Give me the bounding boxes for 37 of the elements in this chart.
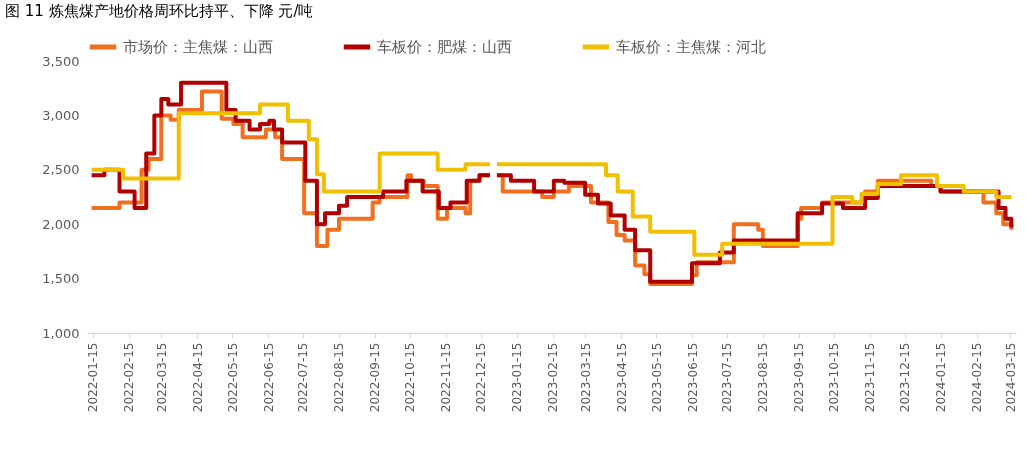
x-tick-label: 2023-05-15 [649, 342, 664, 413]
y-tick-label: 1,500 [42, 271, 80, 287]
legend-label: 市场价：主焦煤：山西 [123, 38, 273, 56]
x-tick-label: 2022-10-15 [403, 342, 418, 413]
x-tick-label: 2022-01-15 [86, 342, 101, 413]
x-tick-label: 2024-01-15 [934, 342, 949, 413]
y-tick-label: 1,000 [42, 325, 80, 341]
y-tick-label: 2,500 [42, 162, 80, 178]
legend-label: 车板价：主焦煤：河北 [616, 38, 766, 56]
x-tick-label: 2024-03-15 [1003, 342, 1018, 413]
x-tick-label: 2023-06-15 [685, 342, 700, 413]
x-tick-label: 2022-04-15 [190, 342, 205, 413]
x-tick-label: 2022-08-15 [332, 342, 347, 413]
x-tick-label: 2023-10-15 [827, 342, 842, 413]
x-tick-label: 2022-05-15 [225, 342, 240, 413]
x-tick-label: 2023-07-15 [720, 342, 735, 413]
chart-title: 图 11 炼焦煤产地价格周环比持平、下降 元/吨 [5, 2, 314, 20]
x-tick-label: 2023-09-15 [792, 342, 807, 413]
x-tick-label: 2022-09-15 [368, 342, 383, 413]
x-tick-label: 2024-02-15 [970, 342, 985, 413]
legend-label: 车板价：肥煤：山西 [377, 38, 512, 56]
y-tick-label: 3,500 [42, 53, 80, 69]
x-tick-label: 2022-02-15 [122, 342, 137, 413]
x-tick-label: 2022-07-15 [296, 342, 311, 413]
x-tick-label: 2023-03-15 [578, 342, 593, 413]
x-tick-label: 2023-02-15 [546, 342, 561, 413]
x-tick-label: 2023-12-15 [898, 342, 913, 413]
x-tick-label: 2022-12-15 [474, 342, 489, 413]
x-tick-label: 2022-03-15 [154, 342, 169, 413]
y-tick-label: 3,000 [42, 107, 80, 123]
x-tick-label: 2022-11-15 [439, 342, 454, 413]
x-tick-label: 2023-11-15 [863, 342, 878, 413]
x-tick-label: 2022-06-15 [261, 342, 276, 413]
x-tick-label: 2023-01-15 [510, 342, 525, 413]
x-tick-label: 2023-04-15 [614, 342, 629, 413]
x-tick-label: 2023-08-15 [756, 342, 771, 413]
y-tick-label: 2,000 [42, 216, 80, 232]
